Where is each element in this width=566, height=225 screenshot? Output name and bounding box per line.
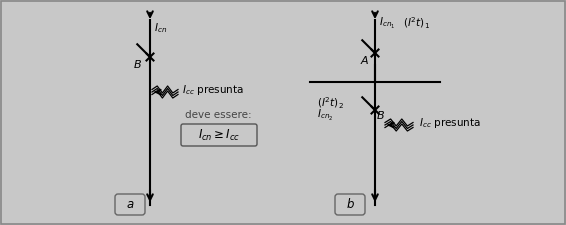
- Text: $I_{cc}$ presunta: $I_{cc}$ presunta: [419, 116, 481, 130]
- Text: $I_{cn_2}$: $I_{cn_2}$: [317, 108, 333, 123]
- Text: $I_{cn}$: $I_{cn}$: [154, 21, 167, 35]
- FancyBboxPatch shape: [115, 194, 145, 215]
- Text: $I_{cn_1}$: $I_{cn_1}$: [379, 16, 396, 31]
- Text: $(I^2t)_1$: $(I^2t)_1$: [403, 16, 430, 31]
- Text: deve essere:: deve essere:: [185, 110, 252, 120]
- FancyBboxPatch shape: [181, 124, 257, 146]
- Text: $I_{cn} \geq I_{cc}$: $I_{cn} \geq I_{cc}$: [198, 127, 240, 143]
- Text: B: B: [134, 60, 142, 70]
- FancyBboxPatch shape: [335, 194, 365, 215]
- Text: B: B: [377, 111, 385, 121]
- Text: a: a: [126, 198, 134, 211]
- Text: $I_{cc}$ presunta: $I_{cc}$ presunta: [182, 83, 244, 97]
- Text: $(I^2t)_2$: $(I^2t)_2$: [317, 96, 344, 111]
- Text: b: b: [346, 198, 354, 211]
- Text: A: A: [361, 56, 368, 66]
